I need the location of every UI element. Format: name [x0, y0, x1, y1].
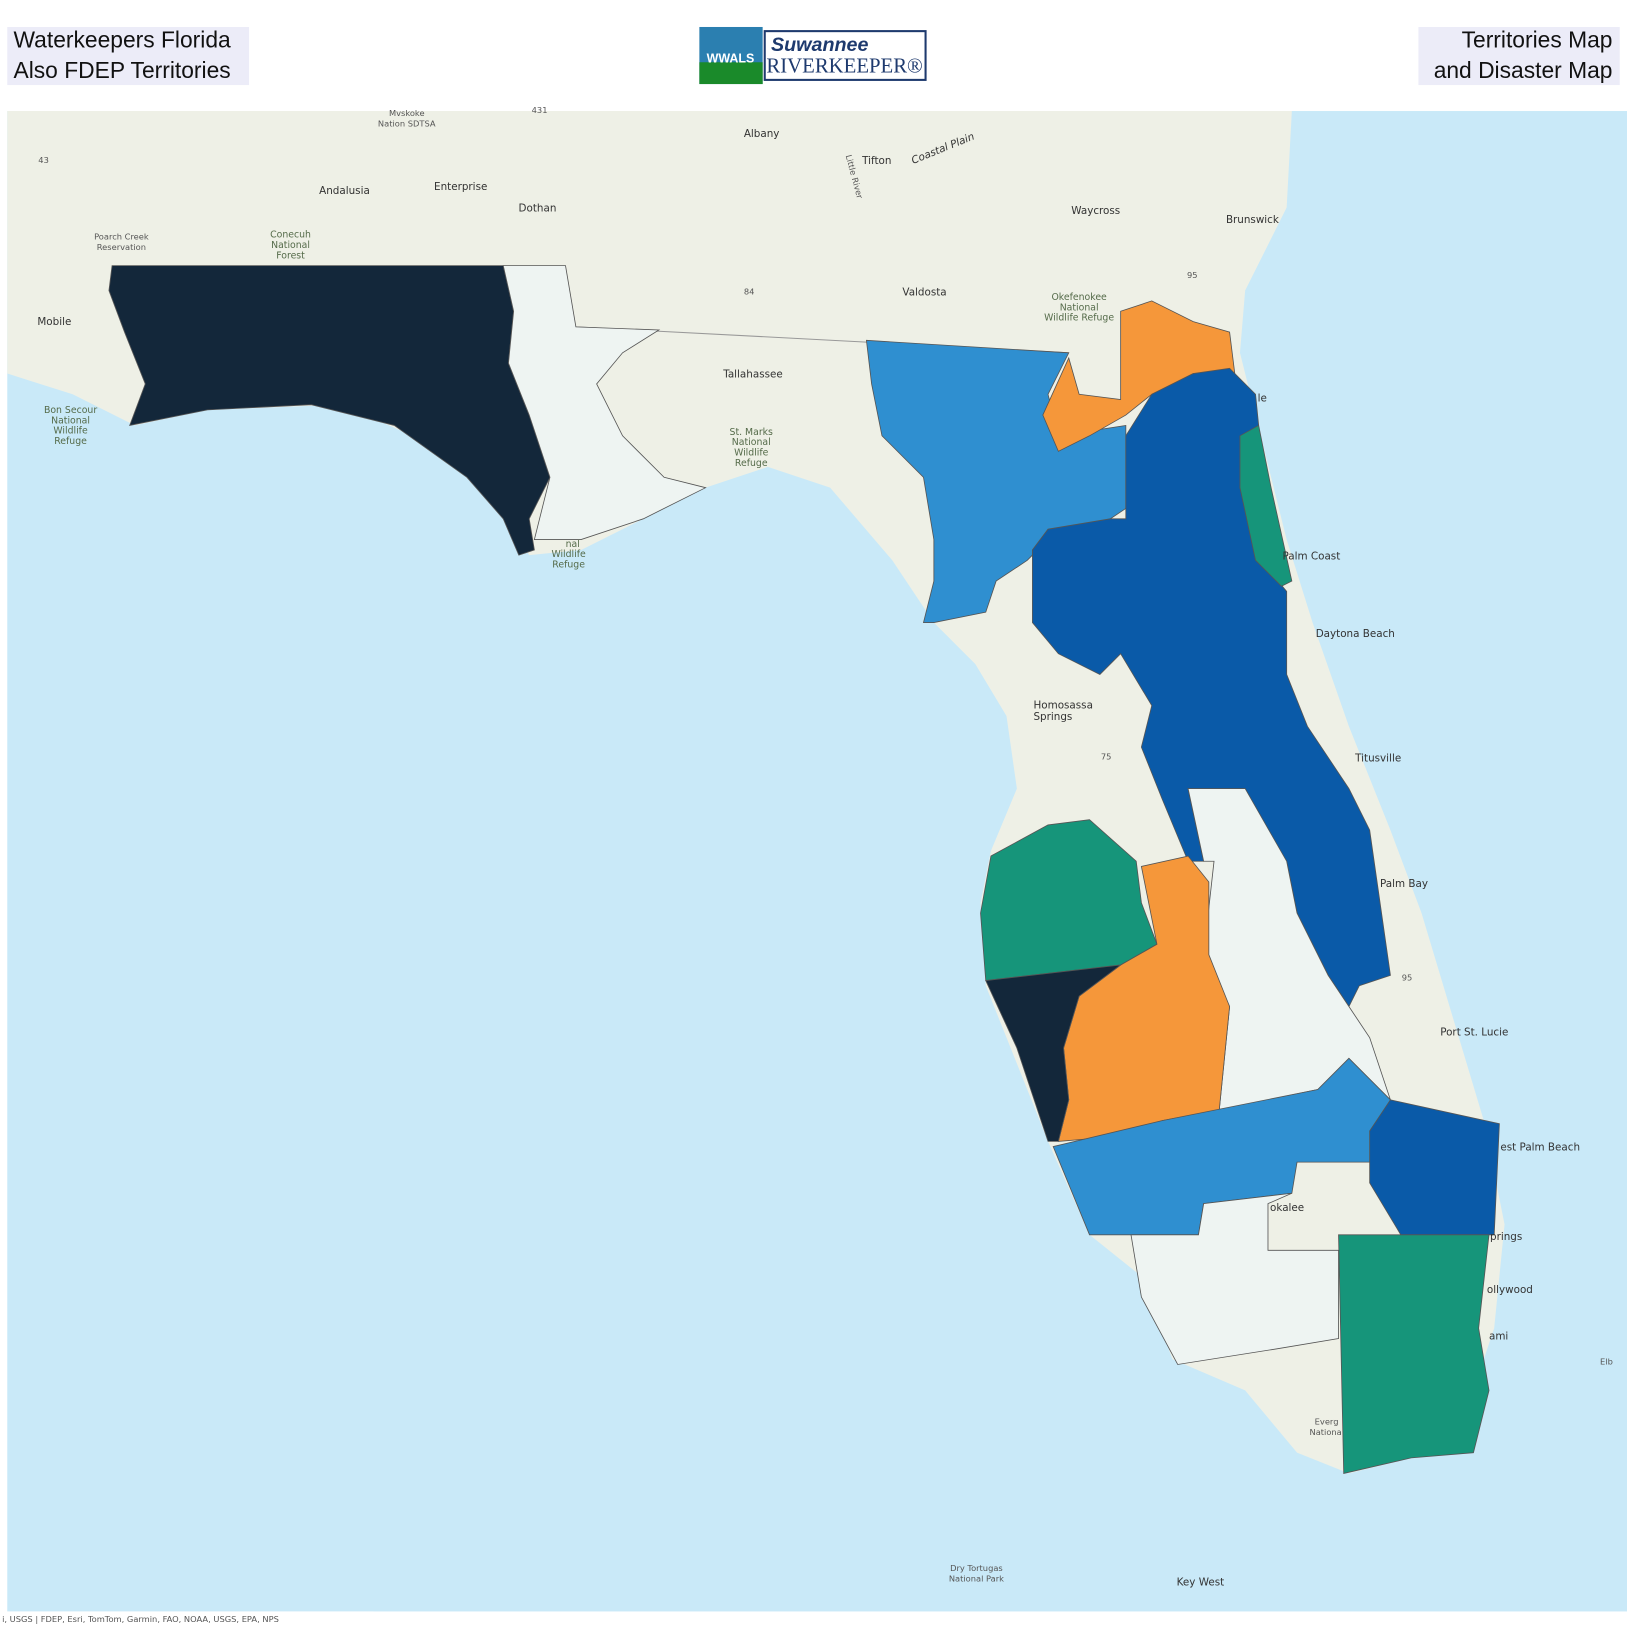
territory — [980, 819, 1158, 982]
place-line: nal — [566, 539, 580, 550]
logo-badge-text: WWALS — [707, 51, 755, 65]
route-shield: 43 — [38, 155, 49, 165]
map: Mvskoke Nation SDTSA Albany Tifton Coasta… — [0, 105, 1627, 1627]
place-line: Wildlife — [734, 448, 769, 459]
place-line: Mvskoke — [389, 108, 425, 118]
route-shield: 431 — [532, 105, 548, 115]
logo-name: Suwannee — [771, 34, 868, 56]
route-shield: 75 — [1101, 752, 1112, 762]
place-label: Conecuh National Forest — [270, 230, 311, 262]
place-line: Wildlife Refuge — [1044, 313, 1114, 324]
place-line: National — [1060, 302, 1099, 313]
place-line: Bon Secour — [44, 405, 97, 416]
place-label: le — [1258, 393, 1267, 405]
place-line: Refuge — [54, 436, 87, 447]
territory — [1239, 424, 1293, 587]
place-line: National — [271, 240, 310, 251]
header: Waterkeepers Florida Also FDEP Territori… — [7, 26, 1620, 86]
place-line: National — [51, 415, 90, 426]
place-label: Okefenokee National Wildlife Refuge — [1044, 292, 1114, 324]
header-left-line: Waterkeepers Florida — [13, 27, 231, 53]
place-label: Valdosta — [902, 287, 946, 299]
place-line: National Park — [949, 1573, 1004, 1583]
header-left-line: Also FDEP Territories — [13, 57, 230, 83]
place-line: Conecuh — [270, 230, 311, 241]
place-line: Nationa — [1309, 1427, 1341, 1437]
place-label: Poarch Creek Reservation — [94, 232, 149, 252]
place-label: Mvskoke Nation SDTSA — [378, 108, 436, 128]
attribution-box — [0, 1611, 374, 1627]
territory — [1130, 1192, 1339, 1365]
place-line: Okefenokee — [1051, 292, 1107, 303]
logo-badge-grass — [699, 62, 763, 85]
place-label: Tallahassee — [722, 369, 783, 381]
place-line: Wildlife — [551, 549, 586, 560]
territory — [1042, 300, 1236, 452]
place-label: okalee — [1270, 1202, 1304, 1214]
place-label: Elb — [1600, 1356, 1613, 1366]
place-label: Bon Secour National Wildlife Refuge — [44, 405, 97, 447]
header-right-box — [1418, 26, 1620, 86]
place-label: Tifton — [861, 155, 891, 167]
place-label: est Palm Beach — [1500, 1142, 1580, 1154]
header-left-box — [7, 26, 250, 86]
place-label: Port St. Lucie — [1440, 1027, 1508, 1039]
place-line: Poarch Creek — [94, 232, 149, 242]
place-label: ami — [1489, 1331, 1508, 1343]
place-label: Dry Tortugas National Park — [949, 1563, 1004, 1583]
route-shield: 95 — [1402, 973, 1413, 983]
place-label: Homosassa Springs — [1033, 700, 1092, 723]
header-right-line: Territories Map — [1462, 27, 1613, 53]
place-line: Dry Tortugas — [950, 1563, 1003, 1573]
place-line: Everg — [1315, 1417, 1339, 1427]
logo-title: RIVERKEEPER® — [766, 56, 922, 78]
place-label: Key West — [1177, 1576, 1225, 1588]
attribution: i, USGS | FDEP, Esri, TomTom, Garmin, FA… — [2, 1614, 279, 1624]
territory — [985, 964, 1123, 1142]
logo-frame — [763, 30, 927, 81]
place-label: Palm Bay — [1380, 878, 1428, 890]
place-line: Reservation — [97, 242, 146, 252]
place-label: Dothan — [519, 203, 557, 215]
route-shield: 95 — [1187, 270, 1198, 280]
territory — [1369, 1099, 1500, 1236]
place-line: Refuge — [552, 560, 585, 571]
place-label: Mobile — [37, 316, 71, 328]
place-line: Wildlife — [53, 426, 88, 437]
place-label: Andalusia — [319, 185, 370, 197]
place-label: prings — [1490, 1231, 1522, 1243]
place-label: St. Marks National Wildlife Refuge — [730, 427, 774, 469]
place-line: Homosassa — [1033, 700, 1092, 712]
place-label: Daytona Beach — [1316, 628, 1395, 640]
place-label: Palm Coast — [1283, 550, 1341, 562]
route-shield: 84 — [744, 287, 755, 297]
header-right-line: and Disaster Map — [1434, 57, 1613, 83]
place-label: Brunswick — [1226, 214, 1279, 226]
territory — [502, 265, 707, 540]
place-label: Waycross — [1071, 205, 1120, 217]
place-line: National — [732, 437, 771, 448]
place-line: St. Marks — [730, 427, 774, 438]
place-label: Albany — [744, 128, 780, 140]
place-label: nal Wildlife Refuge — [551, 539, 586, 571]
place-label: Everg Nationa — [1309, 1417, 1341, 1437]
place-line: Nation SDTSA — [378, 119, 436, 129]
place-line: Springs — [1033, 711, 1072, 723]
logo: WWALS Suwannee RIVERKEEPER® — [699, 26, 927, 85]
place-line: Refuge — [735, 458, 768, 469]
place-label: Titusville — [1354, 753, 1401, 765]
place-label: Enterprise — [434, 181, 487, 193]
place-label: ollywood — [1487, 1284, 1533, 1296]
territory — [1338, 1234, 1490, 1474]
place-line: Forest — [276, 250, 305, 261]
